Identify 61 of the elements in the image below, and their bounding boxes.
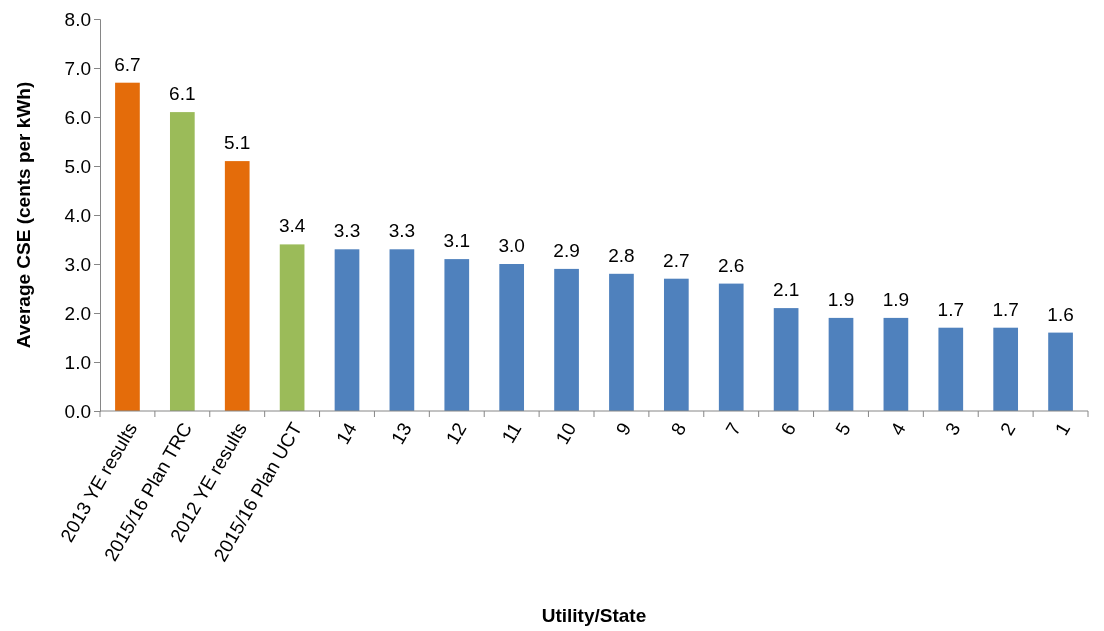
x-tick-label: 14 — [332, 418, 362, 448]
x-tick-label: 11 — [497, 419, 526, 447]
data-label: 2.1 — [772, 279, 800, 301]
bar — [938, 327, 964, 411]
bar — [115, 82, 140, 411]
data-label: 2.8 — [608, 244, 635, 266]
x-tick-label: 3 — [941, 419, 965, 439]
bar — [389, 249, 415, 411]
bar — [828, 317, 854, 411]
bar — [609, 273, 634, 411]
x-tick-label: 12 — [441, 419, 471, 448]
data-label: 2.6 — [718, 254, 745, 276]
bar — [224, 161, 250, 411]
y-tick-label: 0.0 — [64, 400, 91, 422]
y-tick-label: 4.0 — [64, 204, 91, 226]
y-tick-label: 1.0 — [64, 351, 91, 373]
data-label: 1.7 — [992, 298, 1019, 320]
data-label: 3.1 — [443, 230, 470, 252]
y-tick-label: 3.0 — [64, 253, 91, 275]
y-tick-label: 8.0 — [64, 8, 91, 30]
data-label: 2.7 — [663, 249, 690, 271]
bar — [444, 259, 470, 411]
y-tick-label: 6.0 — [64, 106, 91, 128]
x-tick-label: 9 — [611, 419, 636, 439]
bar — [718, 283, 744, 411]
data-label: 3.4 — [278, 215, 306, 237]
data-label: 5.1 — [224, 132, 251, 154]
x-tick-label: 5 — [831, 419, 855, 439]
x-tick-label: 1 — [1050, 419, 1075, 439]
x-tick-label: 8 — [666, 419, 691, 439]
x-tick-label: 7 — [721, 419, 746, 439]
x-tick-label: 2 — [996, 419, 1020, 439]
data-label: 3.0 — [498, 235, 525, 256]
data-label: 1.7 — [937, 298, 964, 320]
data-label: 6.1 — [169, 83, 196, 105]
bar — [883, 317, 909, 411]
bar — [279, 244, 305, 411]
x-tick-label: 10 — [551, 419, 581, 448]
x-tick-label: 4 — [886, 418, 910, 439]
data-label: 3.3 — [333, 220, 361, 242]
bar — [554, 268, 579, 411]
x-tick-label: 6 — [776, 419, 800, 439]
y-tick-label: 2.0 — [64, 302, 91, 324]
bar — [334, 249, 360, 411]
x-tick-label: 13 — [386, 419, 416, 448]
data-label: 2.9 — [553, 239, 580, 261]
bar — [993, 327, 1019, 411]
x-axis-title: Utility/State — [541, 605, 647, 626]
bar — [499, 264, 525, 411]
bar — [169, 112, 195, 411]
y-axis-title: Average CSE (cents per kWh) — [13, 81, 34, 349]
data-label: 1.9 — [882, 288, 910, 310]
data-label: 3.3 — [388, 220, 416, 242]
data-label: 6.7 — [114, 53, 141, 75]
bar — [1048, 332, 1073, 411]
bar — [773, 308, 799, 411]
bar — [663, 278, 689, 411]
y-tick-label: 5.0 — [64, 155, 91, 177]
data-label: 1.9 — [827, 288, 855, 310]
data-label: 1.6 — [1047, 303, 1074, 325]
y-tick-label: 7.0 — [64, 57, 91, 79]
